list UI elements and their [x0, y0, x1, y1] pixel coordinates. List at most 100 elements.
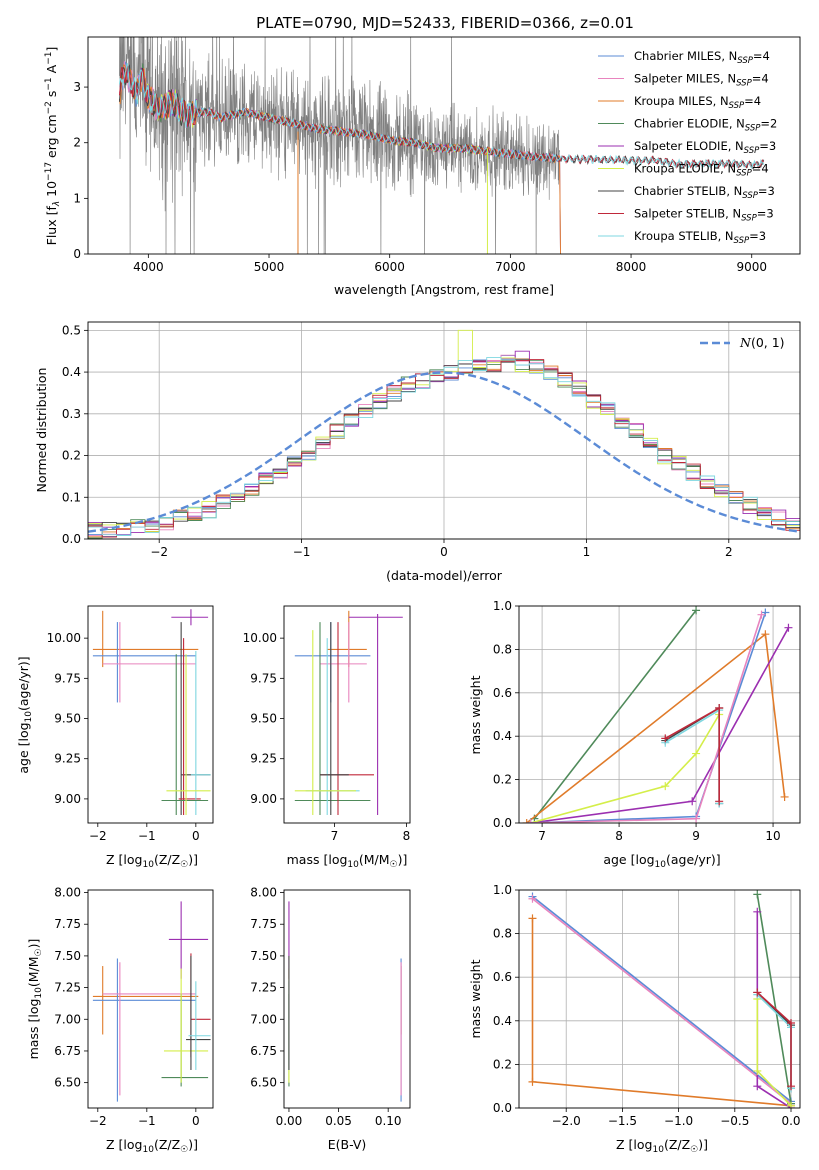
y-tick-label: 9.50 [54, 712, 81, 726]
x-axis-label: Z [log10(Z/Z☉)] [106, 1137, 198, 1155]
y-tick-label: 1 [73, 191, 81, 205]
data-spectrum-line [119, 37, 560, 254]
weight-marker-salpeter-elodie [688, 797, 697, 806]
mass-vs-ebv-panel: 0.00 0.05 0.10 6.50 6.75 7.00 7.25 7.50 7.75 8.00… [250, 886, 411, 1152]
y-tick-label: 9.50 [250, 712, 277, 726]
y-tick-label: 7.25 [250, 981, 277, 995]
y-tick-label: 9.75 [250, 671, 277, 685]
x-tick-label: 6000 [374, 260, 405, 274]
figure-title: PLATE=0790, MJD=52433, FIBERID=0366, z=0… [256, 14, 634, 32]
plot-area [92, 901, 211, 1102]
legend-label: N(0, 1) [739, 335, 785, 350]
y-tick-label: 6.50 [54, 1076, 81, 1090]
x-tick-label: 0.05 [325, 1114, 352, 1128]
y-axis-label: mass weight [468, 675, 483, 754]
legend-label: Salpeter STELIB, NSSP=3 [634, 207, 774, 224]
plot-area [288, 901, 402, 1102]
axes-frame [87, 889, 214, 1109]
hist-step-salpeter-stelib [88, 359, 800, 538]
x-tick-label: −1.5 [608, 1114, 637, 1128]
x-axis-label: Z [log10(Z/Z☉)] [106, 852, 198, 870]
y-tick-label: 0.8 [493, 927, 512, 941]
age-vs-mass-panel: 7 8 9.00 9.25 9.50 9.75 10.00 mass [log10(M/M☉)… [243, 605, 411, 870]
y-tick-label: 9.75 [54, 671, 81, 685]
weight-vs-age-panel: 7 8 9 10 0.0 0.2 0.4 0.6 0.8 1.0 age [log10(age/yr… [468, 599, 801, 870]
legend-label: Kroupa MILES, NSSP=4 [634, 94, 761, 111]
x-axis-label: mass [log10(M/M☉)] [287, 852, 408, 870]
age-vs-metallicity-panel: −2 −1 0 9.00 9.25 9.50 9.75 10.00 Z [log10(Z/Z☉)… [16, 605, 214, 870]
weight-marker-kroupa-miles [528, 1077, 537, 1086]
legend-label: Chabrier MILES, NSSP=4 [634, 49, 770, 66]
hist-step-kroupa-stelib [88, 357, 800, 536]
weight-line-salpeter-miles [532, 898, 792, 1105]
x-tick-label: 5000 [254, 260, 285, 274]
weight-marker-salpeter-stelib [787, 1082, 796, 1091]
x-tick-label: 7 [538, 829, 546, 843]
y-tick-label: 1.0 [493, 599, 512, 613]
y-axis-label: Normed distribution [34, 368, 49, 493]
y-tick-label: 0.6 [493, 686, 512, 700]
legend-label: Kroupa STELIB, NSSP=3 [634, 229, 766, 246]
normal-curve [88, 371, 800, 533]
y-tick-label: 3 [73, 80, 81, 94]
y-axis-label: Flux [fλ 10−17 erg cm−2 s−1 A−1] [44, 47, 62, 246]
weight-marker-salpeter-stelib [661, 734, 670, 743]
y-tick-label: 10.00 [47, 631, 81, 645]
x-tick-label: 7 [331, 829, 339, 843]
y-axis-label: age [log10(age/yr)] [16, 656, 34, 773]
y-tick-label: 7.75 [250, 917, 277, 931]
weight-line-chabrier-miles [532, 895, 792, 1103]
legend-label: Chabrier STELIB, NSSP=3 [634, 184, 775, 201]
y-tick-label: 6.50 [250, 1076, 277, 1090]
y-tick-label: 7.50 [250, 949, 277, 963]
axes-frame [87, 36, 801, 255]
x-tick-label: −1 [138, 829, 156, 843]
plot-area [118, 37, 765, 254]
x-tick-label: 1 [583, 545, 591, 559]
x-tick-label: 0.00 [276, 1114, 303, 1128]
y-tick-label: 6.75 [250, 1044, 277, 1058]
y-tick-label: 0.6 [493, 970, 512, 984]
y-tick-label: 1.0 [493, 883, 512, 897]
weight-vs-metallicity-panel: −2.0 −1.5 −1.0 −0.5 0.0 0.0 0.2 0.4 0.6 0.8 1.0 Z [… [468, 883, 801, 1155]
y-tick-label: 7.00 [54, 1012, 81, 1026]
x-tick-label: 8 [403, 829, 411, 843]
y-tick-label: 9.25 [54, 752, 81, 766]
residual-histogram-panel: −2 −1 0 1 2 0.0 0.1 0.2 0.3 0.4 0.5 N(0, 1) (data-mo… [34, 321, 801, 583]
x-axis-label: Z [log10(Z/Z☉)] [616, 1137, 708, 1155]
weight-marker-kroupa-miles [522, 819, 531, 823]
y-axis-label: mass weight [468, 959, 483, 1038]
legend-label: Kroupa ELODIE, NSSP=4 [634, 162, 769, 179]
y-tick-label: 8.00 [250, 886, 277, 900]
x-tick-label: 7000 [495, 260, 526, 274]
y-tick-label: 6.75 [54, 1044, 81, 1058]
x-tick-label: 8000 [616, 260, 647, 274]
weight-marker-kroupa-elodie [787, 1101, 796, 1108]
model-spectrum-kroupa-stelib [118, 62, 765, 169]
weight-marker-salpeter-miles [526, 819, 535, 823]
weight-marker-salpeter-stelib [787, 1018, 796, 1027]
x-tick-label: 0 [192, 1114, 200, 1128]
y-tick-label: 9.00 [250, 792, 277, 806]
x-tick-label: −2.0 [552, 1114, 581, 1128]
x-tick-label: 8 [615, 829, 623, 843]
x-tick-label: −2 [89, 1114, 107, 1128]
y-tick-label: 7.00 [250, 1012, 277, 1026]
weight-marker-salpeter-miles [692, 814, 701, 823]
weight-marker-salpeter-miles [528, 894, 537, 903]
x-tick-label: −2 [150, 545, 168, 559]
legend-label: Chabrier ELODIE, NSSP=2 [634, 117, 777, 134]
x-tick-label: −1.0 [664, 1114, 693, 1128]
y-tick-label: 0.5 [62, 323, 81, 337]
plot-area [92, 609, 211, 815]
weight-marker-salpeter-elodie [753, 907, 762, 916]
y-tick-label: 0.1 [62, 490, 81, 504]
y-tick-label: 0.2 [62, 449, 81, 463]
axes-frame [87, 321, 801, 540]
y-tick-label: 7.25 [54, 981, 81, 995]
x-tick-label: 9 [692, 829, 700, 843]
axes-frame [518, 889, 801, 1109]
plot-area [522, 606, 793, 823]
y-tick-label: 0.0 [62, 532, 81, 546]
